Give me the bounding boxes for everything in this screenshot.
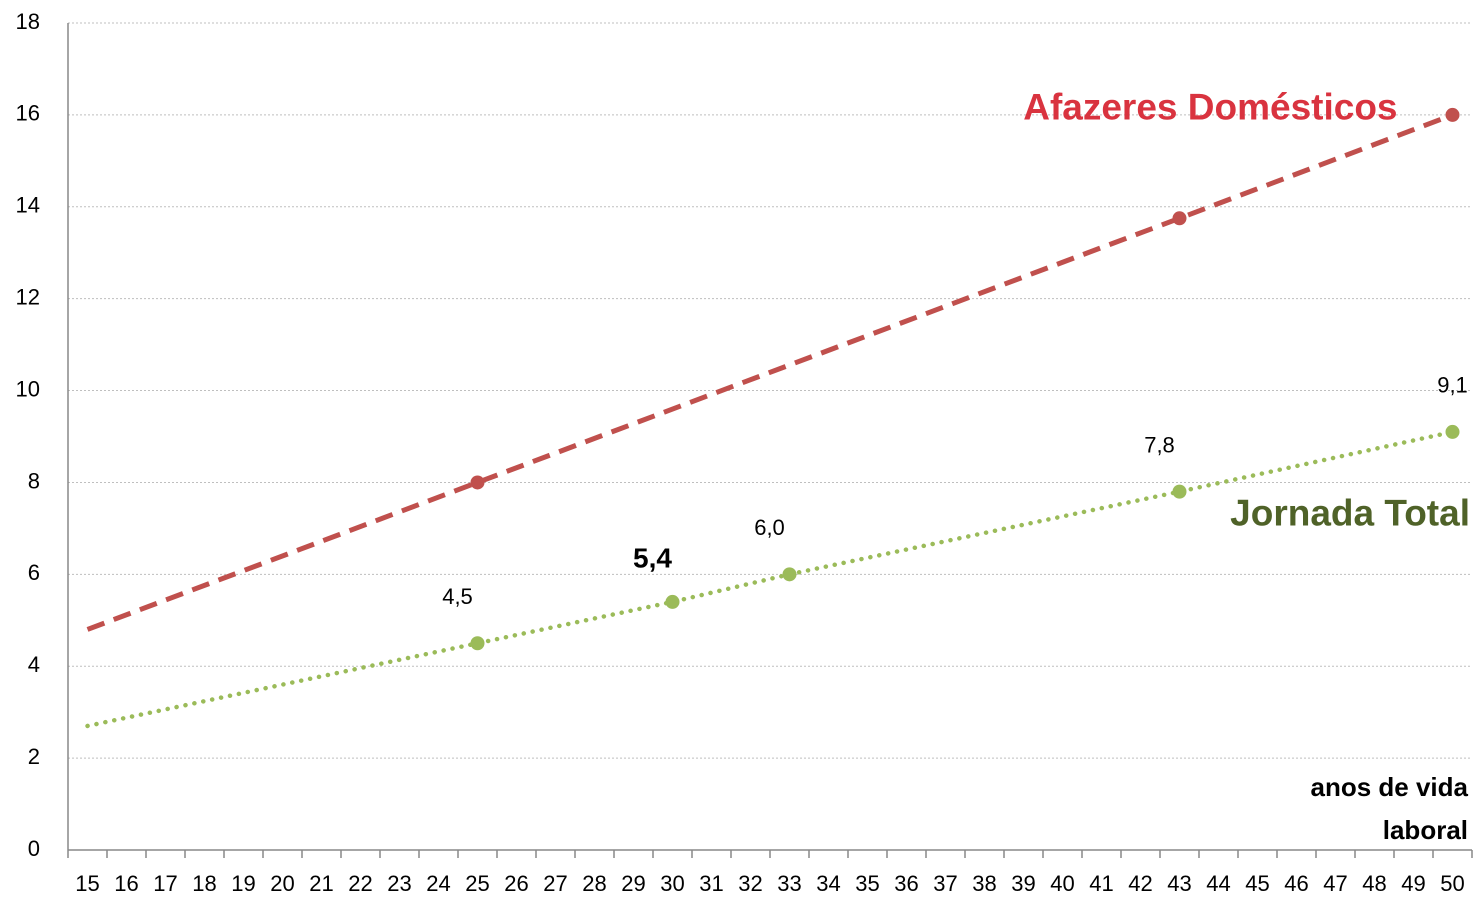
x-tick-label: 49 <box>1401 871 1425 896</box>
x-tick-label: 31 <box>699 871 723 896</box>
series-line <box>85 429 1455 729</box>
x-tick-label: 21 <box>309 871 333 896</box>
x-axis-label: anos de vida laboral <box>1310 772 1469 845</box>
x-tick-label: 17 <box>153 871 177 896</box>
data-point <box>470 475 485 490</box>
data-label: 7,8 <box>1144 432 1175 457</box>
y-tick-label: 10 <box>16 376 40 401</box>
x-tick-label: 30 <box>660 871 684 896</box>
x-tick-label: 43 <box>1167 871 1191 896</box>
data-point <box>1445 107 1460 122</box>
y-tick-label: 18 <box>16 9 40 34</box>
x-tick-label: 37 <box>933 871 957 896</box>
x-tick-label: 38 <box>972 871 996 896</box>
x-tick-label: 18 <box>192 871 216 896</box>
series-label: Afazeres Domésticos <box>1023 87 1397 128</box>
data-label: 9,1 <box>1437 373 1468 398</box>
x-tick-label: 42 <box>1128 871 1152 896</box>
x-tick-label: 22 <box>348 871 372 896</box>
x-tick-label: 33 <box>777 871 801 896</box>
data-point <box>1445 424 1460 439</box>
x-tick-label: 46 <box>1284 871 1308 896</box>
y-tick-label: 8 <box>28 468 40 493</box>
x-tick-label: 25 <box>465 871 489 896</box>
x-tick-label: 40 <box>1050 871 1074 896</box>
y-tick-label: 12 <box>16 284 40 309</box>
x-tick-label: 28 <box>582 871 606 896</box>
series-line <box>86 112 1454 632</box>
y-tick-label: 16 <box>16 101 40 126</box>
data-label: 6,0 <box>754 515 785 540</box>
y-tick-label: 4 <box>28 652 40 677</box>
data-label: 4,5 <box>442 584 473 609</box>
y-tick-label: 6 <box>28 560 40 585</box>
x-tick-label: 15 <box>75 871 99 896</box>
x-tick-label: 34 <box>816 871 840 896</box>
y-tick-label: 2 <box>28 744 40 769</box>
x-tick-label: 16 <box>114 871 138 896</box>
x-tick-label: 19 <box>231 871 255 896</box>
data-point <box>665 594 680 609</box>
x-tick-label: 24 <box>426 871 450 896</box>
data-point <box>1172 484 1187 499</box>
x-tick-label: 41 <box>1089 871 1113 896</box>
x-tick-label: 32 <box>738 871 762 896</box>
x-tick-label: 35 <box>855 871 879 896</box>
x-tick-label: 23 <box>387 871 411 896</box>
x-tick-label: 27 <box>543 871 567 896</box>
y-tick-label: 14 <box>16 193 40 218</box>
x-tick-label: 50 <box>1440 871 1464 896</box>
data-label: 5,4 <box>633 542 672 573</box>
x-tick-label: 20 <box>270 871 294 896</box>
x-tick-label: 36 <box>894 871 918 896</box>
data-point <box>1172 211 1187 226</box>
x-tick-label: 45 <box>1245 871 1269 896</box>
data-point <box>470 636 485 651</box>
x-tick-label: 48 <box>1362 871 1386 896</box>
x-tick-label: 26 <box>504 871 528 896</box>
y-tick-label: 0 <box>28 836 40 861</box>
data-point <box>782 567 797 582</box>
x-tick-label: 47 <box>1323 871 1347 896</box>
series-label: Jornada Total <box>1230 493 1470 534</box>
x-tick-label: 29 <box>621 871 645 896</box>
x-tick-label: 44 <box>1206 871 1230 896</box>
x-tick-label: 39 <box>1011 871 1035 896</box>
